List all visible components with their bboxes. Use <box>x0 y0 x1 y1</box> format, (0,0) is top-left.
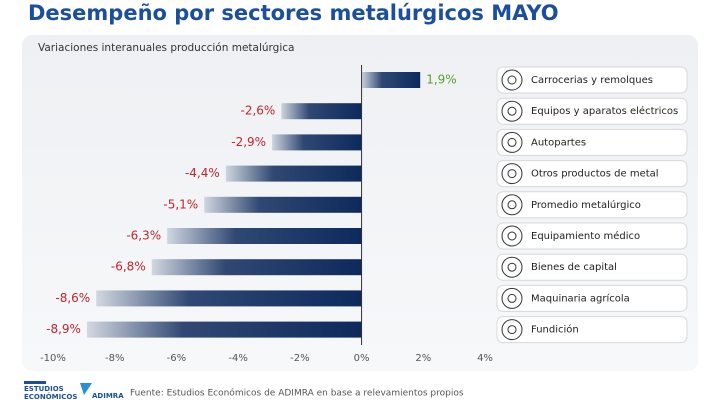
value-label: -5,1% <box>163 197 198 211</box>
category-label: Fundición <box>531 324 579 336</box>
legend-box <box>496 128 688 156</box>
category-icon-dot <box>507 200 517 210</box>
category-icon-dot <box>507 293 517 303</box>
x-tick-label: -4% <box>228 353 247 364</box>
category-label: Equipamiento médico <box>531 230 640 242</box>
category-icon <box>501 69 523 91</box>
category-icon-dot <box>507 325 517 335</box>
logo-text: ECONÓMICOS <box>24 392 77 401</box>
category-label: Otros productos de metal <box>531 169 659 180</box>
category-icon-dot <box>507 231 517 241</box>
category-label: Autopartes <box>531 137 586 148</box>
category-icon <box>501 319 523 341</box>
x-tick-label: -8% <box>105 353 124 364</box>
legend-box <box>496 253 688 281</box>
bar <box>361 72 421 88</box>
legend-box <box>496 66 688 94</box>
category-icon-dot <box>507 262 517 272</box>
bar <box>86 321 362 338</box>
category-icon-dot <box>507 137 517 147</box>
category-label: Carrocerias y remolques <box>531 75 653 86</box>
category-label: Equipos y aparatos eléctricos <box>531 105 678 117</box>
category-icon <box>501 131 523 153</box>
category-icon <box>501 287 523 309</box>
category-icon-dot <box>507 106 517 116</box>
x-tick-label: 4% <box>477 353 493 364</box>
value-label: -4,4% <box>185 166 220 180</box>
value-label: -2,9% <box>231 135 266 149</box>
legend-box <box>496 284 688 312</box>
legend-box <box>496 222 688 250</box>
legend-box <box>496 191 688 219</box>
bar <box>96 290 362 307</box>
value-label: -8,6% <box>55 291 90 305</box>
category-icon-dot <box>507 169 517 179</box>
bar <box>225 165 362 182</box>
chart-title: Desempeño por sectores metalúrgicos MAYO <box>28 1 559 25</box>
value-label: -2,6% <box>241 104 276 118</box>
legend-box <box>496 160 688 188</box>
value-label: 1,9% <box>426 73 457 87</box>
x-tick-label: 2% <box>415 353 431 364</box>
logo-bar <box>24 381 46 384</box>
bar <box>167 228 362 244</box>
category-label: Maquinaria agrícola <box>531 292 630 304</box>
legend-box <box>496 316 688 344</box>
bar <box>272 134 362 151</box>
category-icon-dot <box>507 75 517 85</box>
category-label: Promedio metalúrgico <box>531 199 641 211</box>
bar <box>151 259 362 276</box>
value-label: -6,8% <box>111 260 146 274</box>
x-tick-label: -6% <box>167 353 186 364</box>
category-label: Bienes de capital <box>531 262 617 273</box>
category-icon <box>501 194 523 216</box>
value-label: -6,3% <box>126 229 161 243</box>
logo-text: ADIMRA <box>92 392 124 400</box>
bar <box>204 196 362 213</box>
category-icon <box>501 163 523 185</box>
logo: ESTUDIOS ECONÓMICOS ADIMRA <box>24 381 124 401</box>
bar <box>281 103 362 120</box>
category-icon <box>501 225 523 247</box>
category-icon <box>501 256 523 278</box>
chart-subtitle: Variaciones interanuales producción meta… <box>38 42 294 54</box>
logo-shape <box>80 383 92 395</box>
x-tick-label: 0% <box>354 353 370 364</box>
source-note: Fuente: Estudios Económicos de ADIMRA en… <box>130 388 464 399</box>
legend-box <box>496 97 688 125</box>
logo-text: ESTUDIOS <box>24 385 64 393</box>
x-tick-label: -10% <box>40 353 66 364</box>
x-tick-label: -2% <box>290 353 309 364</box>
category-icon <box>501 100 523 122</box>
value-label: -8,9% <box>46 322 81 336</box>
